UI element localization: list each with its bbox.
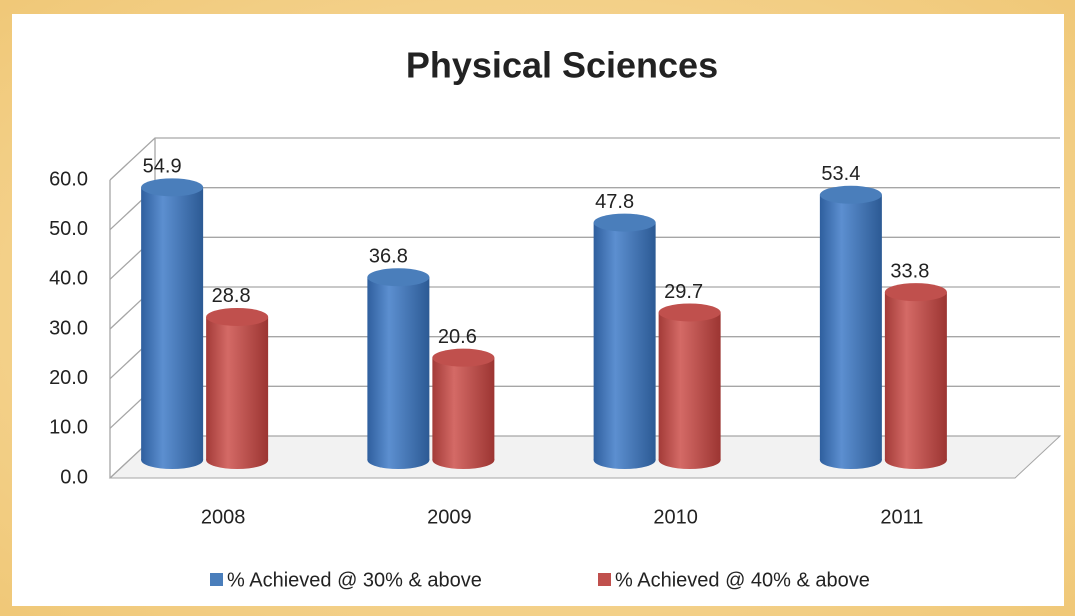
y-tick-label: 60.0 (49, 168, 88, 190)
y-tick-label: 30.0 (49, 317, 88, 339)
cylinder-body (432, 357, 495, 460)
cylinder-body (367, 277, 430, 460)
cylinder-top (367, 268, 430, 287)
cylinder-top (884, 283, 947, 302)
data-label: 47.8 (595, 191, 634, 213)
x-tick-label: 2010 (653, 506, 698, 528)
cylinder-body (206, 316, 269, 460)
data-label: 54.9 (143, 156, 182, 178)
legend-swatch (598, 573, 611, 586)
y-tick-label: 50.0 (49, 218, 88, 240)
data-label: 33.8 (890, 260, 929, 282)
y-tick-label: 20.0 (49, 367, 88, 389)
legend-label: % Achieved @ 30% & above (227, 569, 482, 591)
x-tick-label: 2008 (201, 506, 246, 528)
data-label: 36.8 (369, 246, 408, 268)
data-label: 20.6 (438, 326, 477, 348)
cylinder-top (141, 178, 204, 197)
y-tick-label: 0.0 (60, 466, 88, 488)
data-label: 29.7 (664, 281, 703, 303)
cylinder-body (658, 312, 721, 460)
cylinder-top (819, 185, 882, 204)
cylinder-top (593, 213, 656, 232)
cylinder-top (206, 307, 269, 326)
cylinder-top (658, 303, 721, 322)
data-label: 28.8 (212, 285, 251, 307)
legend-label: % Achieved @ 40% & above (615, 569, 870, 591)
data-label: 53.4 (821, 163, 860, 185)
cylinder-top (432, 348, 495, 367)
y-tick-label: 10.0 (49, 417, 88, 439)
cylinder-body (141, 187, 204, 460)
cylinder-body (819, 194, 882, 460)
cylinder-body (593, 222, 656, 460)
chart-title: Physical Sciences (406, 45, 718, 86)
y-tick-label: 40.0 (49, 268, 88, 290)
cylinder-body (884, 292, 947, 460)
x-tick-label: 2009 (427, 506, 472, 528)
x-tick-label: 2011 (880, 506, 923, 528)
grid-line (109, 137, 1060, 181)
legend-swatch (210, 573, 223, 586)
